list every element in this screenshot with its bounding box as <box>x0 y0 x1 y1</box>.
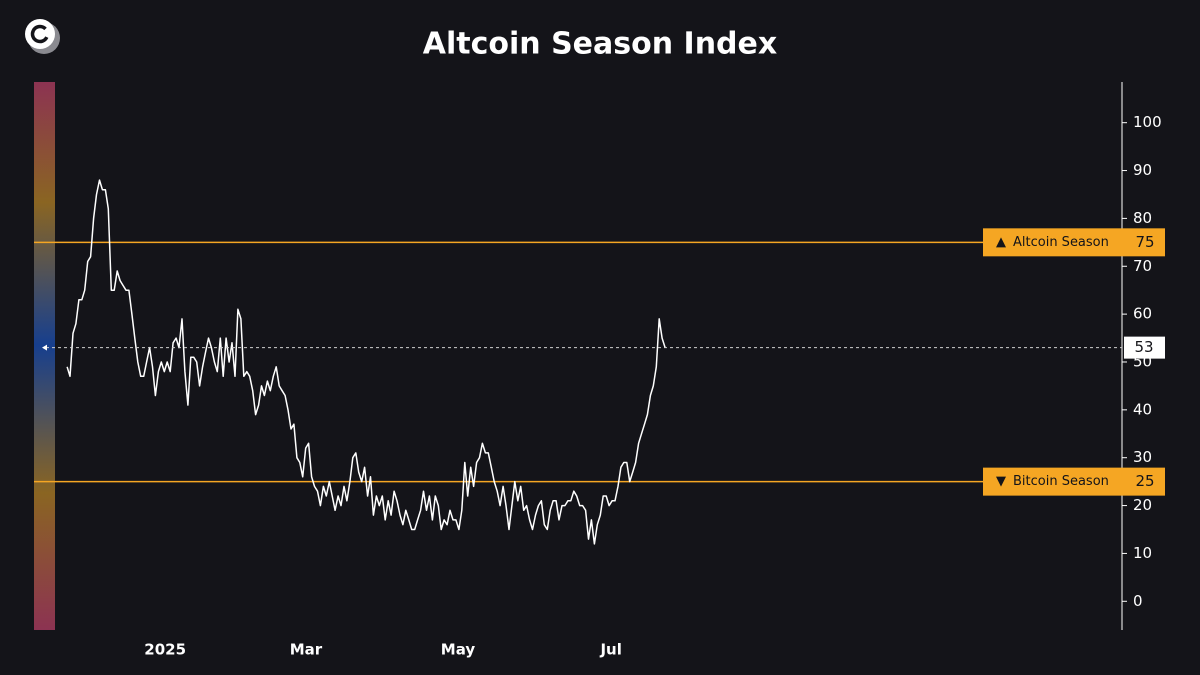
x-tick-label: 2025 <box>144 641 186 659</box>
reference-label: Bitcoin Season <box>1013 474 1109 489</box>
logo <box>25 19 60 54</box>
y-tick-label: 100 <box>1133 113 1162 131</box>
y-tick-label: 10 <box>1133 544 1152 562</box>
x-tick-label: May <box>441 641 476 659</box>
y-tick-label: 0 <box>1133 592 1143 610</box>
reference-label-box <box>983 228 1165 257</box>
reference-value: 75 <box>1135 233 1154 251</box>
x-tick-label: Mar <box>290 641 323 659</box>
reference-label-box <box>983 467 1165 496</box>
current-value-pointer <box>42 344 47 351</box>
x-tick-label: Jul <box>599 641 621 659</box>
reference-value: 25 <box>1135 472 1154 490</box>
reference-label: Altcoin Season <box>1013 235 1109 250</box>
current-value-box <box>1124 336 1165 359</box>
reference-arrow <box>996 476 1006 487</box>
chart-title: Altcoin Season Index <box>423 27 777 62</box>
y-tick-label: 60 <box>1133 305 1152 323</box>
season-gradient-bar <box>34 82 55 630</box>
current-value-label: 53 <box>1134 338 1153 356</box>
y-tick-label: 40 <box>1133 400 1152 418</box>
y-tick-label: 90 <box>1133 161 1152 179</box>
reference-arrow <box>996 237 1006 248</box>
y-tick-label: 80 <box>1133 209 1152 227</box>
index-line <box>66 179 666 545</box>
y-tick-label: 30 <box>1133 448 1152 466</box>
y-tick-label: 20 <box>1133 496 1152 514</box>
y-tick-label: 70 <box>1133 257 1152 275</box>
